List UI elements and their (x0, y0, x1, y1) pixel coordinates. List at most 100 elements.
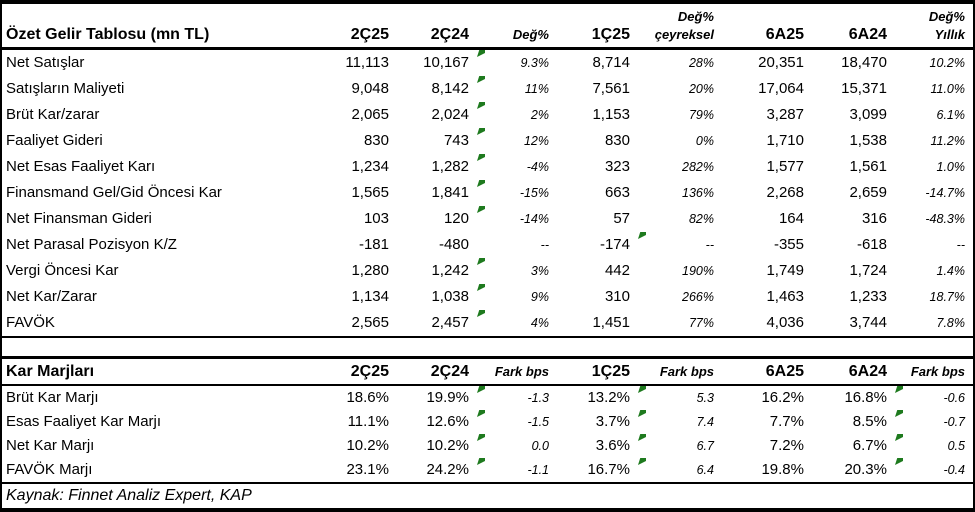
column-header-line2: 6A24 (848, 26, 887, 43)
table-row: Net Parasal Pozisyon K/Z -181 -480 -- -174 --… (2, 232, 973, 258)
column-header: 2Ç25 (302, 357, 397, 386)
cell-value: 1,749 (766, 262, 804, 279)
value-cell: 7.4 (638, 410, 722, 434)
excel-flag-icon (638, 232, 646, 239)
cell-value: 3.6% (595, 437, 630, 454)
cell-value: 9,048 (351, 80, 389, 97)
value-cell: 79% (638, 102, 722, 128)
value-cell: 10.2% (397, 434, 477, 458)
cell-value: 1,234 (351, 158, 389, 175)
value-cell: 663 (557, 180, 638, 206)
income-statement-table: Özet Gelir Tablosu (mn TL) 2Ç25 2Ç24 Değ% 1Ç… (2, 0, 973, 338)
value-cell: 1,538 (812, 128, 895, 154)
excel-flag-icon (477, 128, 485, 135)
cell-value: 3,099 (849, 106, 887, 123)
cell-value: -48.3% (925, 212, 965, 226)
value-cell: 28% (638, 49, 722, 77)
cell-value: 6.1% (936, 108, 966, 122)
cell-value: 2,457 (431, 314, 469, 331)
column-header-line2: Fark bps (659, 364, 714, 379)
excel-flag-icon (638, 410, 646, 417)
cell-value: -618 (856, 236, 887, 253)
cell-value: -- (956, 238, 965, 252)
value-cell: 7.2% (722, 434, 812, 458)
cell-value: 1,038 (431, 288, 469, 305)
cell-value: -181 (358, 236, 389, 253)
cell-value: 77% (688, 316, 714, 330)
value-cell: 1,749 (722, 258, 812, 284)
row-label: Esas Faaliyet Kar Marjı (6, 413, 162, 430)
cell-value: 12% (523, 134, 549, 148)
value-cell: 2,268 (722, 180, 812, 206)
value-cell: -1.5 (477, 410, 557, 434)
cell-value: 2,065 (351, 106, 389, 123)
value-cell: -174 (557, 232, 638, 258)
value-cell: 442 (557, 258, 638, 284)
cell-value: -15% (519, 186, 549, 200)
cell-value: 11,113 (345, 54, 389, 71)
cell-value: 1,242 (431, 262, 469, 279)
cell-value: 1,280 (351, 262, 389, 279)
excel-flag-icon (477, 180, 485, 187)
cell-value: 830 (604, 132, 630, 149)
cell-value: 19.9% (426, 389, 469, 406)
excel-flag-icon (895, 434, 903, 441)
cell-value: 1,538 (849, 132, 887, 149)
cell-value: 9.3% (520, 56, 550, 70)
value-cell: 1,242 (397, 258, 477, 284)
row-label: Net Esas Faaliyet Karı (6, 158, 156, 175)
column-header: 1Ç25 (557, 2, 638, 50)
column-header-line2: 2Ç25 (350, 363, 389, 380)
source-text: Kaynak: Finnet Analiz Expert, KAP (6, 487, 252, 504)
value-cell: 2% (477, 102, 557, 128)
cell-value: 11.1% (347, 413, 389, 430)
value-cell: 11.0% (895, 76, 973, 102)
table-row: Net Finansman Gideri 103 120 -14% 57 82% 164 31… (2, 206, 973, 232)
cell-value: 16.8% (844, 389, 887, 406)
excel-flag-icon (477, 50, 485, 57)
cell-value: -174 (599, 236, 630, 253)
cell-value: 830 (363, 132, 389, 149)
value-cell: 830 (557, 128, 638, 154)
column-header: 6A24 (812, 2, 895, 50)
cell-value: 82% (688, 212, 714, 226)
cell-value: 1,282 (431, 158, 469, 175)
column-header-line2: 6A25 (765, 26, 804, 43)
value-cell: 2,565 (302, 310, 397, 337)
value-cell: 190% (638, 258, 722, 284)
value-cell: 7,561 (557, 76, 638, 102)
column-header-line2: çeyreksel (654, 27, 714, 42)
value-cell: 2,065 (302, 102, 397, 128)
cell-value: 2,659 (849, 184, 887, 201)
value-cell: -- (895, 232, 973, 258)
cell-value: 18.6% (346, 389, 389, 406)
value-cell: 136% (638, 180, 722, 206)
column-header-line2: Değ% (512, 27, 549, 42)
excel-flag-icon (477, 410, 485, 417)
cell-value: 20.3% (844, 461, 887, 478)
value-cell: 13.2% (557, 385, 638, 410)
excel-flag-icon (477, 102, 485, 109)
value-cell: 310 (557, 284, 638, 310)
row-label: Net Satışlar (6, 54, 85, 71)
value-cell: 1,282 (397, 154, 477, 180)
table-row: Brüt Kar Marjı 18.6% 19.9% -1.3 13.2% 5.3 16.2… (2, 385, 973, 410)
value-cell: -14% (477, 206, 557, 232)
value-cell: -618 (812, 232, 895, 258)
value-cell: 1.0% (895, 154, 973, 180)
column-header-line2: 6A25 (765, 363, 804, 380)
value-cell: 11% (477, 76, 557, 102)
cell-value: 1,463 (766, 288, 804, 305)
value-cell: 18.7% (895, 284, 973, 310)
value-cell: 24.2% (397, 458, 477, 483)
cell-value: -14% (519, 212, 549, 226)
cell-value: 2,268 (766, 184, 804, 201)
value-cell: -- (477, 232, 557, 258)
excel-flag-icon (477, 76, 485, 83)
value-cell: 23.1% (302, 458, 397, 483)
cell-value: 13.2% (587, 389, 630, 406)
value-cell: 7.8% (895, 310, 973, 337)
column-header: Değ% Yıllık (895, 2, 973, 50)
cell-value: 23.1% (346, 461, 389, 478)
value-cell: 18.6% (302, 385, 397, 410)
